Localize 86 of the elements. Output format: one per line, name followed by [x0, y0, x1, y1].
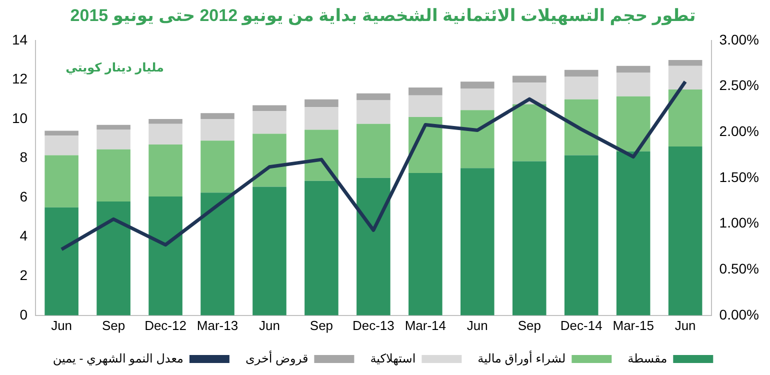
bar [304, 180, 338, 316]
bar [460, 110, 494, 168]
x-tick-label: Mar-13 [196, 318, 238, 333]
bar [616, 72, 650, 96]
chart-title: تطور حجم التسهيلات الائتمانية الشخصية بداية من يونيو 2012 حتى يونيو 2015 [70, 6, 696, 26]
x-tick-label: Dec-12 [144, 318, 186, 333]
bar [304, 107, 338, 130]
bar [512, 82, 546, 104]
bar [564, 99, 598, 156]
bar [356, 100, 390, 124]
x-tick-label: Mar-14 [404, 318, 446, 333]
x-tick-label: Sep [102, 318, 126, 333]
bar [148, 118, 182, 124]
y2-tick-label: 1.50% [719, 168, 760, 185]
bar [44, 136, 78, 156]
bar [44, 207, 78, 316]
bar [460, 88, 494, 110]
annotation: مليار دينار كويتي [66, 60, 164, 75]
bar [148, 144, 182, 197]
bar [200, 118, 234, 141]
bar [304, 99, 338, 108]
y-tick-label: 12 [12, 70, 28, 87]
bar [44, 155, 78, 208]
bar [616, 151, 650, 316]
y-tick-label: 10 [12, 110, 28, 126]
bar [460, 82, 494, 89]
y-tick-label: 4 [20, 228, 28, 244]
bar [460, 168, 494, 316]
bar [356, 178, 390, 316]
bar [200, 113, 234, 119]
x-tick-label: Sep [518, 318, 541, 333]
y2-tick-label: 0.50% [719, 260, 760, 276]
bar [44, 130, 78, 136]
y-tick-label: 14 [12, 31, 28, 48]
x-tick-label: Jun [51, 318, 72, 333]
x-tick-label: Jun [258, 318, 280, 333]
bar [148, 196, 182, 316]
y2-tick-label: 1.00% [719, 214, 760, 231]
y-tick-label: 8 [20, 149, 28, 166]
bar [668, 146, 702, 316]
bar [512, 76, 546, 83]
y2-tick-label: 2.00% [719, 122, 760, 139]
y2-tick-label: 0.00% [719, 306, 760, 322]
bar [252, 105, 286, 112]
bar [408, 172, 442, 316]
legend-label: استهلاكية [370, 351, 416, 366]
x-tick-label: Jun [466, 318, 488, 333]
y2-tick-label: 2.50% [719, 77, 760, 94]
bar [408, 95, 442, 118]
bar [356, 93, 390, 100]
x-tick-label: Dec-14 [560, 318, 602, 333]
legend-label: مقسطة [628, 351, 668, 366]
bar [304, 130, 338, 181]
bar [668, 66, 702, 90]
y-tick-label: 6 [20, 188, 28, 204]
bar [252, 134, 286, 187]
bar [148, 124, 182, 145]
y-tick-label: 0 [20, 306, 28, 322]
legend-label: لشراء أوراق مالية [478, 350, 566, 366]
bar [96, 124, 130, 130]
legend-label: معدل النمو الشهري - يمين [52, 351, 184, 366]
bar [616, 96, 650, 152]
bar [252, 111, 286, 134]
bar [668, 60, 702, 66]
bar [96, 201, 130, 316]
x-tick-label: Mar-15 [612, 318, 654, 333]
x-tick-label: Jun [674, 318, 696, 333]
bar [564, 155, 598, 316]
legend-label: قروض أخرى [245, 350, 308, 366]
bar [564, 70, 598, 77]
bar [408, 88, 442, 96]
bar [668, 90, 702, 146]
bar [512, 104, 546, 162]
bar [356, 124, 390, 178]
bar [616, 66, 650, 73]
y-tick-label: 2 [20, 266, 28, 283]
bar [96, 149, 130, 202]
x-tick-label: Dec-13 [352, 318, 394, 333]
y2-tick-label: 3.00% [719, 31, 760, 48]
bar [200, 192, 234, 316]
bar [200, 140, 234, 193]
bar [564, 76, 598, 100]
bar [512, 161, 546, 316]
x-tick-label: Sep [310, 318, 334, 333]
bar [252, 186, 286, 316]
bar [96, 130, 130, 150]
